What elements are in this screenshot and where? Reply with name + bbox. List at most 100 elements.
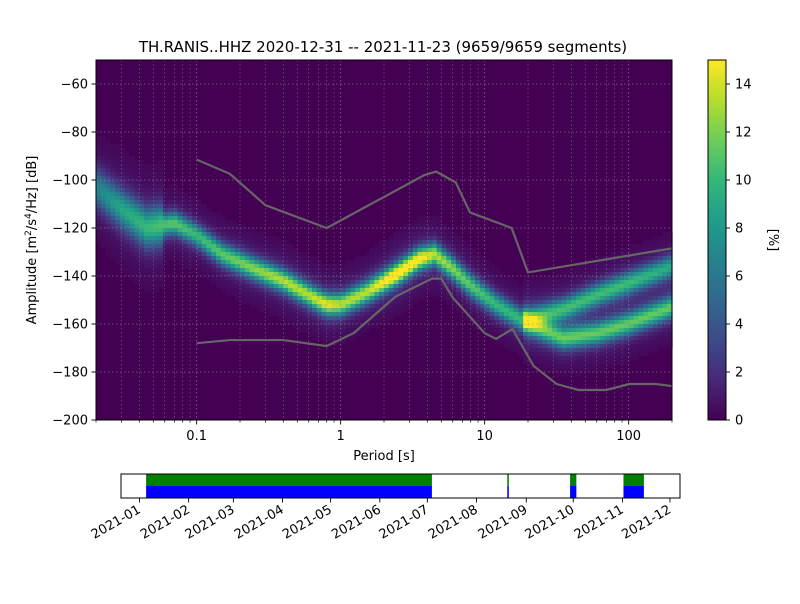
heatmap-cell [307,272,313,277]
heatmap-cell [182,196,188,201]
heatmap-cell [662,316,668,321]
heatmap-cell [456,276,462,281]
heatmap-cell [566,324,572,329]
heatmap-cell [288,320,294,325]
heatmap-cell [187,264,193,269]
heatmap-cell [384,320,390,325]
heatmap-cell [105,160,111,165]
heatmap-cell [96,236,102,241]
heatmap-cell [475,308,481,313]
heatmap-cell [484,300,491,305]
heatmap-cell [144,280,150,285]
heatmap-cell [244,248,251,253]
heatmap-cell [470,288,476,293]
heatmap-cell [480,292,486,297]
heatmap-cell [302,296,308,301]
heatmap-cell [153,200,159,205]
heatmap-cell [609,364,615,369]
heatmap-cell [595,264,601,269]
heatmap-cell [614,292,620,297]
heatmap-cell [369,308,375,313]
heatmap-cell [475,264,481,269]
heatmap-cell [662,340,668,345]
heatmap-cell [254,296,260,301]
heatmap-cell [134,172,140,177]
heatmap-cell [408,304,414,309]
heatmap-cell [619,328,625,333]
heatmap-cell [624,352,630,357]
heatmap-cell [513,328,519,333]
heatmap-cell [177,208,183,213]
heatmap-cell [249,304,255,309]
heatmap-cell [475,320,481,325]
heatmap-cell [518,296,524,301]
heatmap-cell [254,304,260,309]
heatmap-cell [547,340,553,345]
heatmap-cell [264,308,270,313]
heatmap-cell [436,236,443,241]
heatmap-cell [144,168,150,173]
heatmap-cell [129,172,135,177]
heatmap-cell [244,232,251,237]
heatmap-cell [268,276,275,281]
heatmap-cell [297,324,303,329]
heatmap-cell [235,228,241,233]
heatmap-cell [393,296,399,301]
heatmap-cell [340,264,347,269]
heatmap-cell [297,288,303,293]
heatmap-cell [528,304,534,309]
heatmap-cell [307,284,313,289]
heatmap-cell [456,308,462,313]
heatmap-cell [393,260,399,265]
heatmap-cell [494,272,500,277]
heatmap-cell [619,292,625,297]
heatmap-cell [576,340,582,345]
heatmap-cell [134,264,140,269]
heatmap-cell [652,348,659,353]
heatmap-cell [518,292,524,297]
heatmap-cell [216,224,222,229]
heatmap-cell [547,308,553,313]
heatmap-cell [403,228,409,233]
heatmap-cell [600,360,606,365]
heatmap-cell [100,208,107,213]
heatmap-cell [619,344,625,349]
heatmap-cell [105,212,111,217]
heatmap-cell [417,236,423,241]
heatmap-cell [177,216,183,221]
heatmap-cell [264,236,270,241]
heatmap-cell [643,296,649,301]
heatmap-cell [388,316,395,321]
heatmap-cell [196,216,203,221]
heatmap-cell [417,268,423,273]
heatmap-cell [470,308,476,313]
heatmap-cell [340,272,347,277]
heatmap-cell [316,260,323,265]
heatmap-cell [288,304,294,309]
heatmap-cell [187,204,193,209]
heatmap-cell [163,252,169,257]
heatmap-cell [576,356,582,361]
heatmap-cell [187,240,193,245]
heatmap-cell [667,240,673,245]
heatmap-cell [321,332,327,337]
heatmap-cell [619,360,625,365]
heatmap-cell [268,280,275,285]
heatmap-cell [225,244,231,249]
heatmap-cell [571,308,577,313]
heatmap-cell [158,208,164,213]
heatmap-cell [585,328,591,333]
heatmap-cell [259,256,265,261]
heatmap-cell [470,296,476,301]
heatmap-cell [643,352,649,357]
heatmap-cell [331,320,337,325]
heatmap-cell [144,172,150,177]
heatmap-cell [628,332,635,337]
heatmap-cell [288,248,294,253]
heatmap-cell [307,288,313,293]
heatmap-cell [230,236,236,241]
heatmap-cell [249,240,255,245]
heatmap-cell [220,264,227,269]
heatmap-cell [129,208,135,213]
heatmap-cell [235,264,241,269]
